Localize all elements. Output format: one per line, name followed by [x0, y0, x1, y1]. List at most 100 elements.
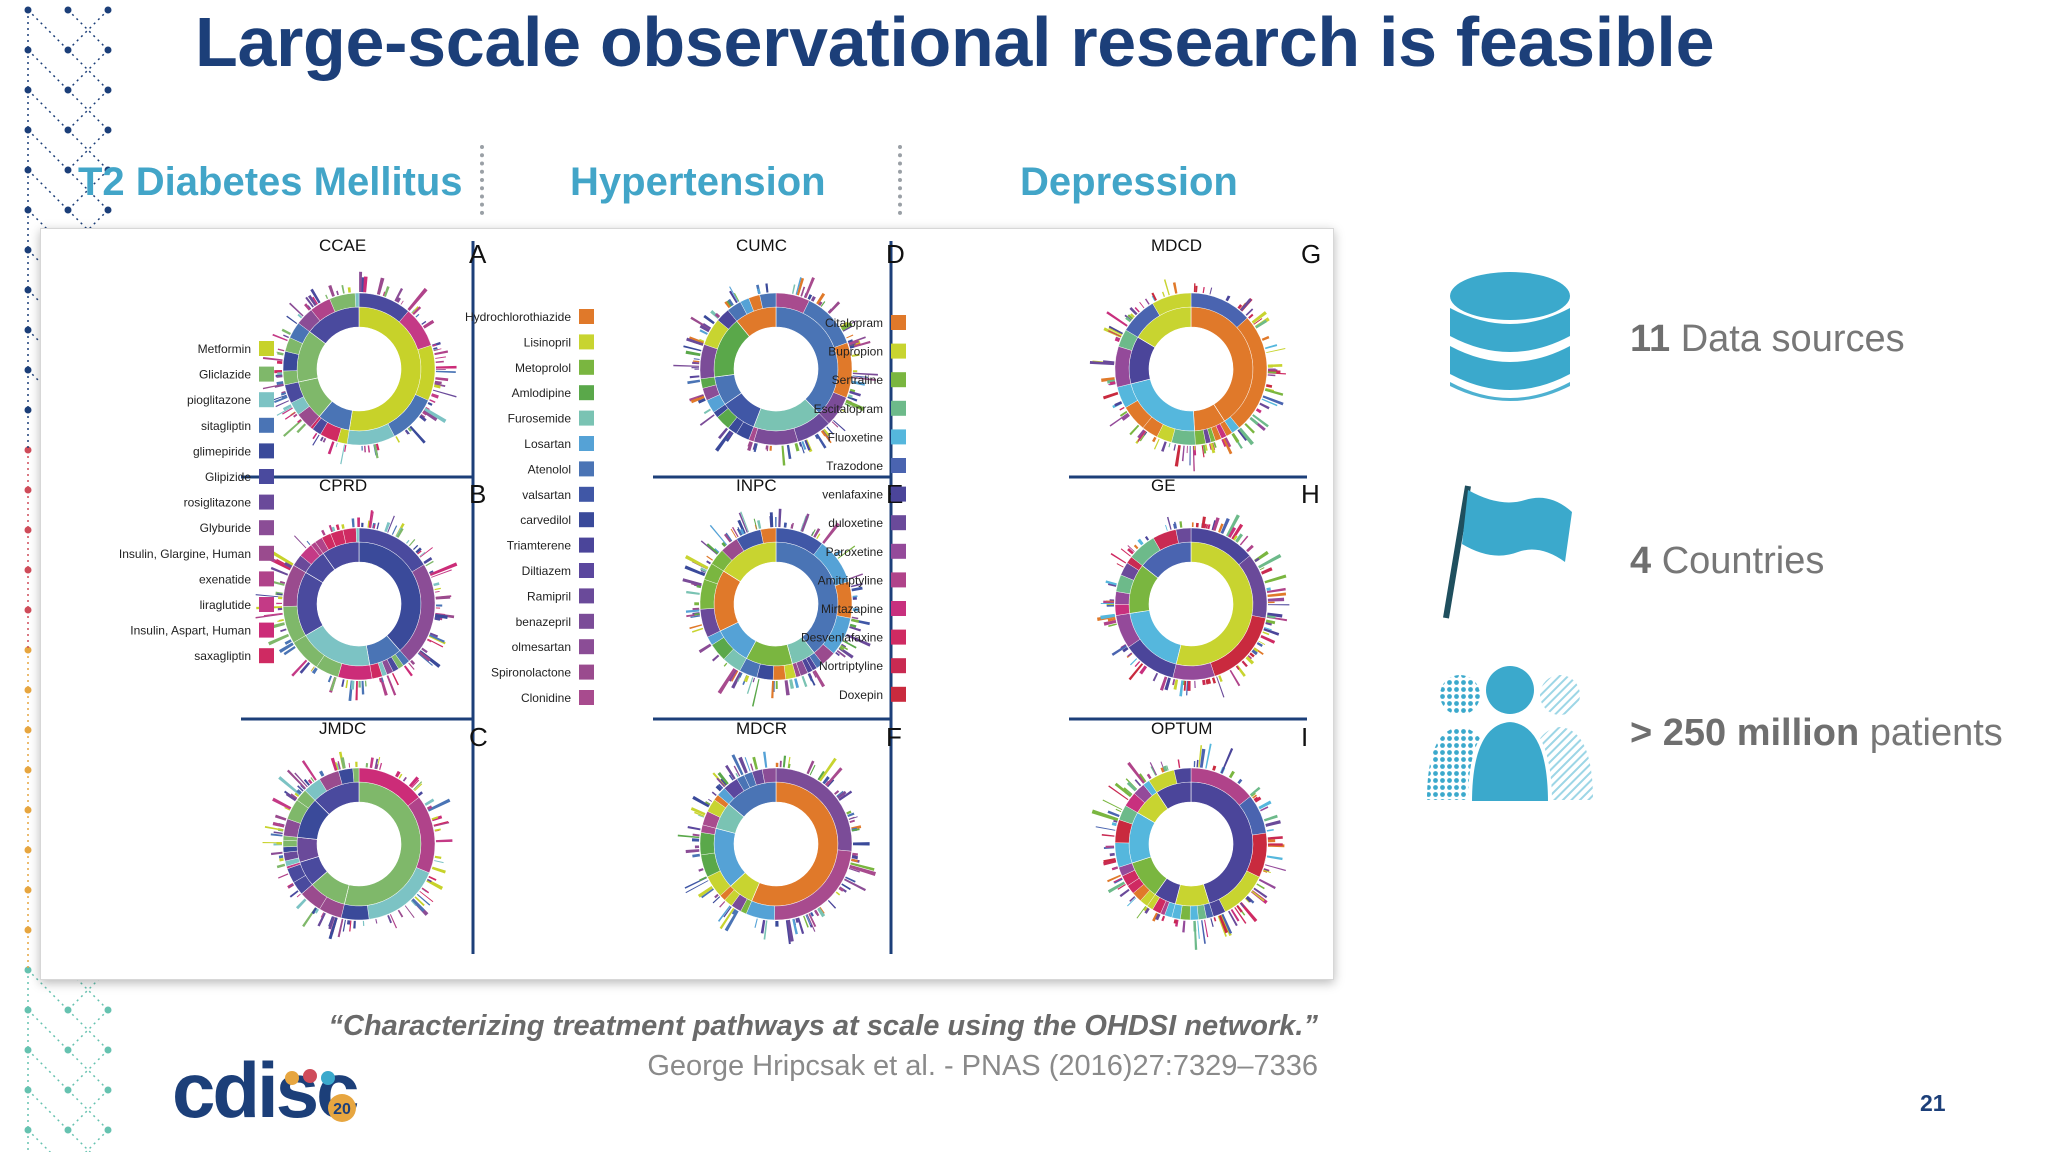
sunburst-outer-segment	[414, 783, 423, 792]
sunburst-outer-segment	[1107, 810, 1120, 818]
legend-label: Clonidine	[521, 691, 571, 705]
sunburst-outer-segment	[833, 419, 846, 432]
sunburst-outer-segment	[746, 677, 754, 694]
sunburst-outer-segment	[1225, 295, 1230, 301]
sunburst-outer-segment	[1109, 852, 1115, 857]
legend-label: olmesartan	[512, 640, 571, 654]
sunburst-outer-segment	[841, 322, 851, 331]
sunburst-outer-segment	[1259, 402, 1270, 410]
sunburst-outer-segment	[1239, 535, 1249, 546]
sunburst-outer-segment	[729, 286, 739, 303]
sunburst-outer-segment	[407, 287, 428, 311]
sunburst-outer-segment	[433, 384, 441, 389]
sunburst-outer-segment	[319, 436, 324, 442]
legend-swatch	[259, 545, 274, 561]
legend-label: benazepril	[516, 615, 571, 629]
sunburst-outer-segment	[726, 300, 733, 308]
sunburst-outer-segment	[434, 860, 444, 864]
sunburst-outer-segment	[1127, 652, 1133, 657]
sunburst-outer-segment	[330, 757, 338, 771]
sunburst-outer-segment	[1102, 799, 1123, 811]
sunburst-outer-segment	[274, 560, 291, 571]
sunburst-outer-segment	[435, 356, 447, 359]
sunburst-outer-segment	[1212, 517, 1220, 531]
sunburst-outer-segment	[852, 596, 857, 600]
sunburst-outer-segment	[427, 798, 451, 812]
sunburst-outer-segment	[285, 792, 297, 802]
sunburst-outer-segment	[426, 805, 433, 810]
sunburst-outer-segment	[731, 526, 739, 538]
legend-swatch	[891, 315, 906, 330]
sunburst-ge: GE H	[1097, 476, 1320, 698]
sunburst-outer-segment	[435, 377, 449, 382]
sunburst-outer-segment	[754, 524, 757, 530]
sunburst-outer-segment	[700, 567, 707, 573]
sunburst-outer-segment	[1119, 888, 1130, 898]
sunburst-outer-segment	[345, 680, 349, 689]
sunburst-outer-segment	[270, 566, 289, 576]
sunburst-outer-segment	[849, 626, 862, 632]
sunburst-outer-segment	[1249, 786, 1261, 797]
sunburst-outer-segment	[1189, 445, 1191, 466]
sunburst-outer-segment	[782, 755, 787, 768]
sunburst-outer-segment	[763, 920, 768, 940]
sunburst-mdcd: MDCD G	[1089, 236, 1321, 472]
sunburst-outer-segment	[809, 764, 816, 776]
sunburst-outer-segment	[1264, 344, 1278, 350]
sunburst-outer-segment	[849, 864, 876, 876]
sunburst-outer-segment	[838, 886, 844, 892]
sunburst-outer-segment	[851, 586, 863, 592]
panel-source-label: OPTUM	[1151, 719, 1212, 738]
sunburst-outer-segment	[1262, 395, 1284, 406]
sunburst-outer-segment	[1258, 640, 1266, 646]
sunburst-outer-segment	[1114, 401, 1123, 407]
panel-source-label: GE	[1151, 476, 1176, 495]
legend-swatch	[891, 400, 906, 416]
sunburst-outer-segment	[825, 767, 843, 787]
sunburst-outer-segment	[827, 900, 837, 909]
sunburst-outer-segment	[1107, 874, 1122, 883]
sunburst-outer-segment	[312, 296, 318, 305]
legend-swatch	[259, 341, 274, 356]
sunburst-outer-segment	[276, 360, 283, 364]
sunburst-outer-segment	[278, 855, 284, 859]
sunburst-outer-segment	[771, 680, 774, 699]
sunburst-outer-segment	[721, 541, 727, 547]
sunburst-outer-segment	[426, 878, 432, 883]
sunburst-mid-segment	[354, 292, 360, 308]
sunburst-inner-segment	[1174, 883, 1210, 907]
sunburst-outer-segment	[427, 638, 444, 648]
sunburst-outer-segment	[1152, 912, 1159, 922]
sunburst-outer-segment	[391, 672, 399, 686]
sunburst-outer-segment	[1089, 360, 1115, 366]
sunburst-outer-segment	[1127, 547, 1134, 555]
sunburst-outer-segment	[413, 781, 423, 791]
sunburst-outer-segment	[1220, 747, 1234, 774]
sunburst-outer-segment	[341, 524, 345, 529]
sunburst-outer-segment	[849, 819, 856, 823]
sunburst-outer-segment	[419, 547, 433, 558]
sunburst-outer-segment	[1213, 917, 1217, 922]
sunburst-outer-segment	[1267, 843, 1283, 846]
sunburst-outer-segment	[398, 773, 403, 779]
sunburst-outer-segment	[786, 444, 792, 460]
sunburst-outer-segment	[1116, 563, 1124, 568]
sunburst-outer-segment	[344, 444, 347, 452]
sunburst-ccae: CCAE A	[262, 236, 487, 465]
sunburst-outer-segment	[1249, 652, 1255, 658]
sunburst-outer-segment	[416, 893, 431, 906]
sunburst-outer-segment	[280, 628, 287, 633]
sunburst-outer-segment	[421, 320, 427, 325]
sunburst-outer-segment	[692, 833, 700, 837]
sunburst-outer-segment	[410, 659, 416, 666]
sunburst-outer-segment	[775, 920, 779, 927]
sunburst-outer-segment	[418, 650, 431, 662]
sunburst-outer-segment	[849, 390, 861, 397]
legend-label: Spironolactone	[491, 666, 571, 680]
sunburst-outer-segment	[845, 399, 865, 411]
sunburst-outer-segment	[283, 334, 289, 339]
sunburst-outer-segment	[683, 345, 702, 352]
sunburst-outer-segment	[717, 772, 729, 785]
sunburst-mid-segment	[340, 904, 370, 921]
sunburst-outer-segment	[434, 350, 449, 356]
